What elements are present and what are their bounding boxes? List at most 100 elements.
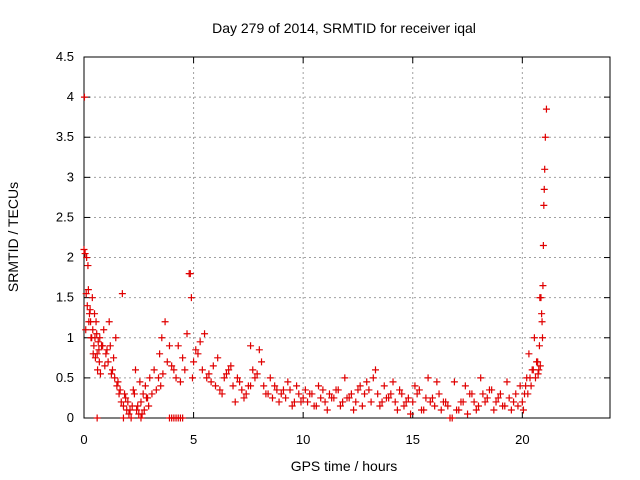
data-point	[369, 374, 377, 382]
data-point	[111, 374, 119, 382]
data-point	[82, 290, 90, 298]
data-point	[512, 390, 520, 398]
data-point	[168, 362, 176, 370]
data-point	[198, 366, 206, 374]
x-tick-label: 20	[515, 432, 529, 447]
data-point	[288, 402, 296, 410]
data-point	[157, 382, 165, 390]
data-point	[483, 394, 491, 402]
data-point	[125, 410, 133, 418]
data-point	[297, 398, 305, 406]
data-point	[95, 346, 103, 354]
data-point	[299, 394, 307, 402]
data-point	[477, 374, 485, 382]
data-point	[137, 414, 145, 422]
data-point	[378, 398, 386, 406]
data-point	[89, 326, 97, 334]
data-point	[181, 366, 189, 374]
data-point	[400, 402, 408, 410]
data-point	[201, 330, 209, 338]
data-point	[108, 366, 116, 374]
data-point	[415, 386, 423, 394]
x-tick-label: 10	[296, 432, 310, 447]
data-point	[435, 390, 443, 398]
data-point	[376, 402, 384, 410]
data-point	[350, 406, 358, 414]
data-point	[209, 362, 217, 370]
data-point	[536, 362, 544, 370]
data-point	[393, 406, 401, 414]
data-point	[535, 342, 543, 350]
data-point	[481, 398, 489, 406]
data-point	[94, 338, 102, 346]
data-point	[247, 342, 255, 350]
data-point	[93, 330, 101, 338]
data-point	[262, 390, 270, 398]
data-point	[323, 406, 331, 414]
data-point	[533, 358, 541, 366]
data-point	[220, 374, 228, 382]
data-point	[138, 410, 146, 418]
data-point	[176, 378, 184, 386]
data-point	[133, 406, 141, 414]
data-point	[442, 398, 450, 406]
data-point	[541, 133, 549, 141]
data-point	[424, 374, 432, 382]
y-tick-label: 3	[67, 169, 74, 184]
data-point	[244, 382, 252, 390]
data-point	[510, 398, 518, 406]
data-point	[310, 402, 318, 410]
data-point	[396, 386, 404, 394]
data-point	[156, 350, 164, 358]
data-point	[317, 394, 325, 402]
data-point	[413, 390, 421, 398]
data-point	[534, 370, 542, 378]
data-point	[526, 374, 534, 382]
data-point	[301, 386, 309, 394]
x-tick-label: 5	[190, 432, 197, 447]
data-point	[96, 334, 104, 342]
x-axis-label: GPS time / hours	[291, 458, 398, 474]
data-point	[139, 390, 147, 398]
data-point	[81, 250, 89, 258]
data-point	[82, 326, 90, 334]
data-point	[538, 334, 546, 342]
data-point	[105, 318, 113, 326]
data-point	[328, 394, 336, 402]
data-point	[496, 390, 504, 398]
data-point	[188, 374, 196, 382]
data-point	[385, 394, 393, 402]
data-point	[402, 398, 410, 406]
data-points	[80, 93, 550, 422]
gridlines	[84, 57, 610, 418]
data-point	[387, 390, 395, 398]
data-point	[433, 378, 441, 386]
data-point	[113, 382, 121, 390]
data-point	[271, 382, 279, 390]
data-point	[538, 310, 546, 318]
data-point	[150, 366, 158, 374]
data-point	[444, 402, 452, 410]
data-point	[472, 406, 480, 414]
data-point	[354, 386, 362, 394]
data-point	[315, 382, 323, 390]
data-point	[507, 406, 515, 414]
data-point	[116, 386, 124, 394]
data-point	[293, 382, 301, 390]
data-point	[485, 386, 493, 394]
y-tick-label: 3.5	[56, 129, 74, 144]
data-point	[428, 394, 436, 402]
data-point	[255, 346, 263, 354]
data-point	[275, 398, 283, 406]
data-point	[273, 386, 281, 394]
data-point	[539, 242, 547, 250]
data-point	[525, 350, 533, 358]
data-point	[448, 414, 456, 422]
data-point	[91, 310, 99, 318]
data-point	[190, 358, 198, 366]
data-point	[92, 318, 100, 326]
data-point	[107, 370, 115, 378]
data-point	[503, 378, 511, 386]
data-point	[341, 374, 349, 382]
data-point	[225, 366, 233, 374]
